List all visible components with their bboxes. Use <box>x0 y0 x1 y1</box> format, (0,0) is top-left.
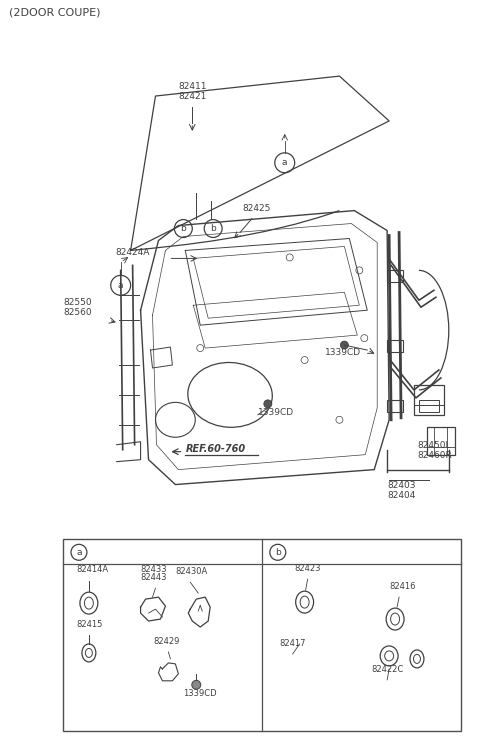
Text: 82430A: 82430A <box>175 567 208 576</box>
Circle shape <box>340 341 348 349</box>
Text: 82411: 82411 <box>178 82 206 91</box>
Text: REF.60-760: REF.60-760 <box>185 444 245 454</box>
Bar <box>387 400 403 412</box>
Bar <box>387 270 403 282</box>
Text: (2DOOR COUPE): (2DOOR COUPE) <box>9 7 101 18</box>
Bar <box>427 427 455 455</box>
Text: 82417: 82417 <box>280 639 306 648</box>
Text: a: a <box>282 158 288 167</box>
Text: a: a <box>118 281 123 290</box>
Bar <box>414 385 444 415</box>
Text: 82550: 82550 <box>63 298 92 307</box>
Text: b: b <box>180 224 186 233</box>
Text: 82425: 82425 <box>242 203 270 212</box>
Text: 82443: 82443 <box>141 573 167 582</box>
Text: b: b <box>210 224 216 233</box>
Text: 82424A: 82424A <box>116 248 150 257</box>
Text: 1339CD: 1339CD <box>324 348 360 357</box>
Text: 82404: 82404 <box>387 491 416 500</box>
Text: 82414A: 82414A <box>76 565 108 574</box>
Text: 82429: 82429 <box>154 637 180 646</box>
Bar <box>419 400 439 412</box>
Text: 82460R: 82460R <box>417 450 452 460</box>
Circle shape <box>264 400 272 408</box>
Text: a: a <box>76 548 82 557</box>
Text: 82433: 82433 <box>141 565 167 574</box>
Circle shape <box>192 680 201 689</box>
Text: 82416: 82416 <box>389 582 416 591</box>
Text: 82422C: 82422C <box>371 665 404 674</box>
Text: 82450L: 82450L <box>417 441 450 450</box>
Text: 82403: 82403 <box>387 481 416 489</box>
Text: 82421: 82421 <box>178 92 206 101</box>
Bar <box>63 539 461 730</box>
Text: 1339CD: 1339CD <box>183 689 217 698</box>
Text: 82423: 82423 <box>295 565 321 573</box>
Text: 1339CD: 1339CD <box>258 408 294 417</box>
Text: 82415: 82415 <box>76 620 102 629</box>
Text: 82560: 82560 <box>63 308 92 317</box>
Bar <box>387 340 403 352</box>
Text: b: b <box>275 548 281 557</box>
